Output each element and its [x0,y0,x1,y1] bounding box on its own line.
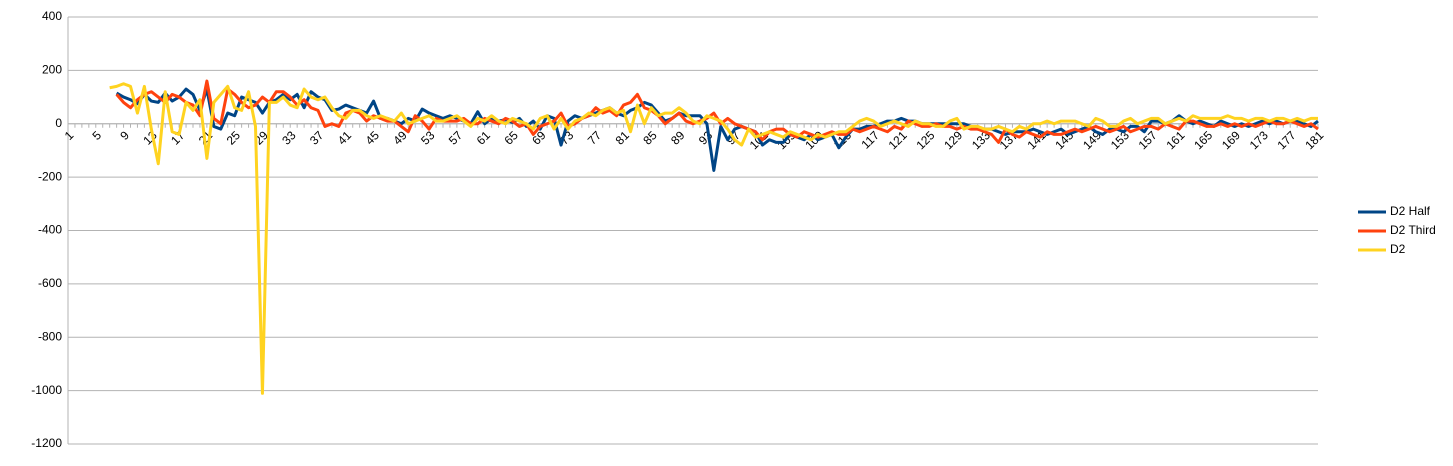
y-tick-label: -600 [38,276,62,290]
x-tick-label: 157 [1136,128,1160,152]
x-tick-label: 177 [1275,128,1299,152]
x-tick-label: 33 [279,128,299,148]
x-tick-label: 41 [335,128,355,148]
x-tick-label: 13 [140,128,160,148]
series-line [115,79,1319,144]
x-tick-label: 45 [363,128,383,148]
x-tick-label: 169 [1219,128,1243,152]
x-tick-label: 61 [474,128,494,148]
y-tick-label: -200 [38,169,62,183]
y-tick-label: 400 [42,9,62,23]
legend-label: D2 Half [1390,204,1431,218]
x-tick-label: 53 [418,128,438,148]
x-tick-label: 1 [62,128,77,143]
y-tick-label: 0 [55,116,62,130]
x-tick-label: 77 [585,128,605,148]
x-tick-label: 125 [913,128,937,152]
x-tick-label: 165 [1191,128,1215,152]
x-tick-label: 161 [1163,128,1187,152]
x-tick-label: 181 [1302,128,1326,152]
x-tick-label: 129 [941,128,965,152]
y-tick-label: 200 [42,63,62,77]
y-tick-label: -800 [38,329,62,343]
y-tick-label: -400 [38,223,62,237]
x-tick-label: 25 [224,128,244,148]
legend-label: D2 [1390,242,1406,256]
x-tick-label: 57 [446,128,466,148]
x-tick-label: 85 [640,128,660,148]
x-tick-label: 93 [696,128,716,148]
x-tick-label: 173 [1247,128,1271,152]
series-line [109,82,1318,395]
x-tick-label: 37 [307,128,327,148]
y-tick-label: -1000 [31,383,62,397]
y-tick-label: -1200 [31,436,62,450]
x-tick-label: 5 [90,128,105,143]
x-tick-label: 65 [501,128,521,148]
x-tick-label: 9 [117,128,132,143]
legend-label: D2 Third [1390,223,1436,237]
x-tick-label: 89 [668,128,688,148]
